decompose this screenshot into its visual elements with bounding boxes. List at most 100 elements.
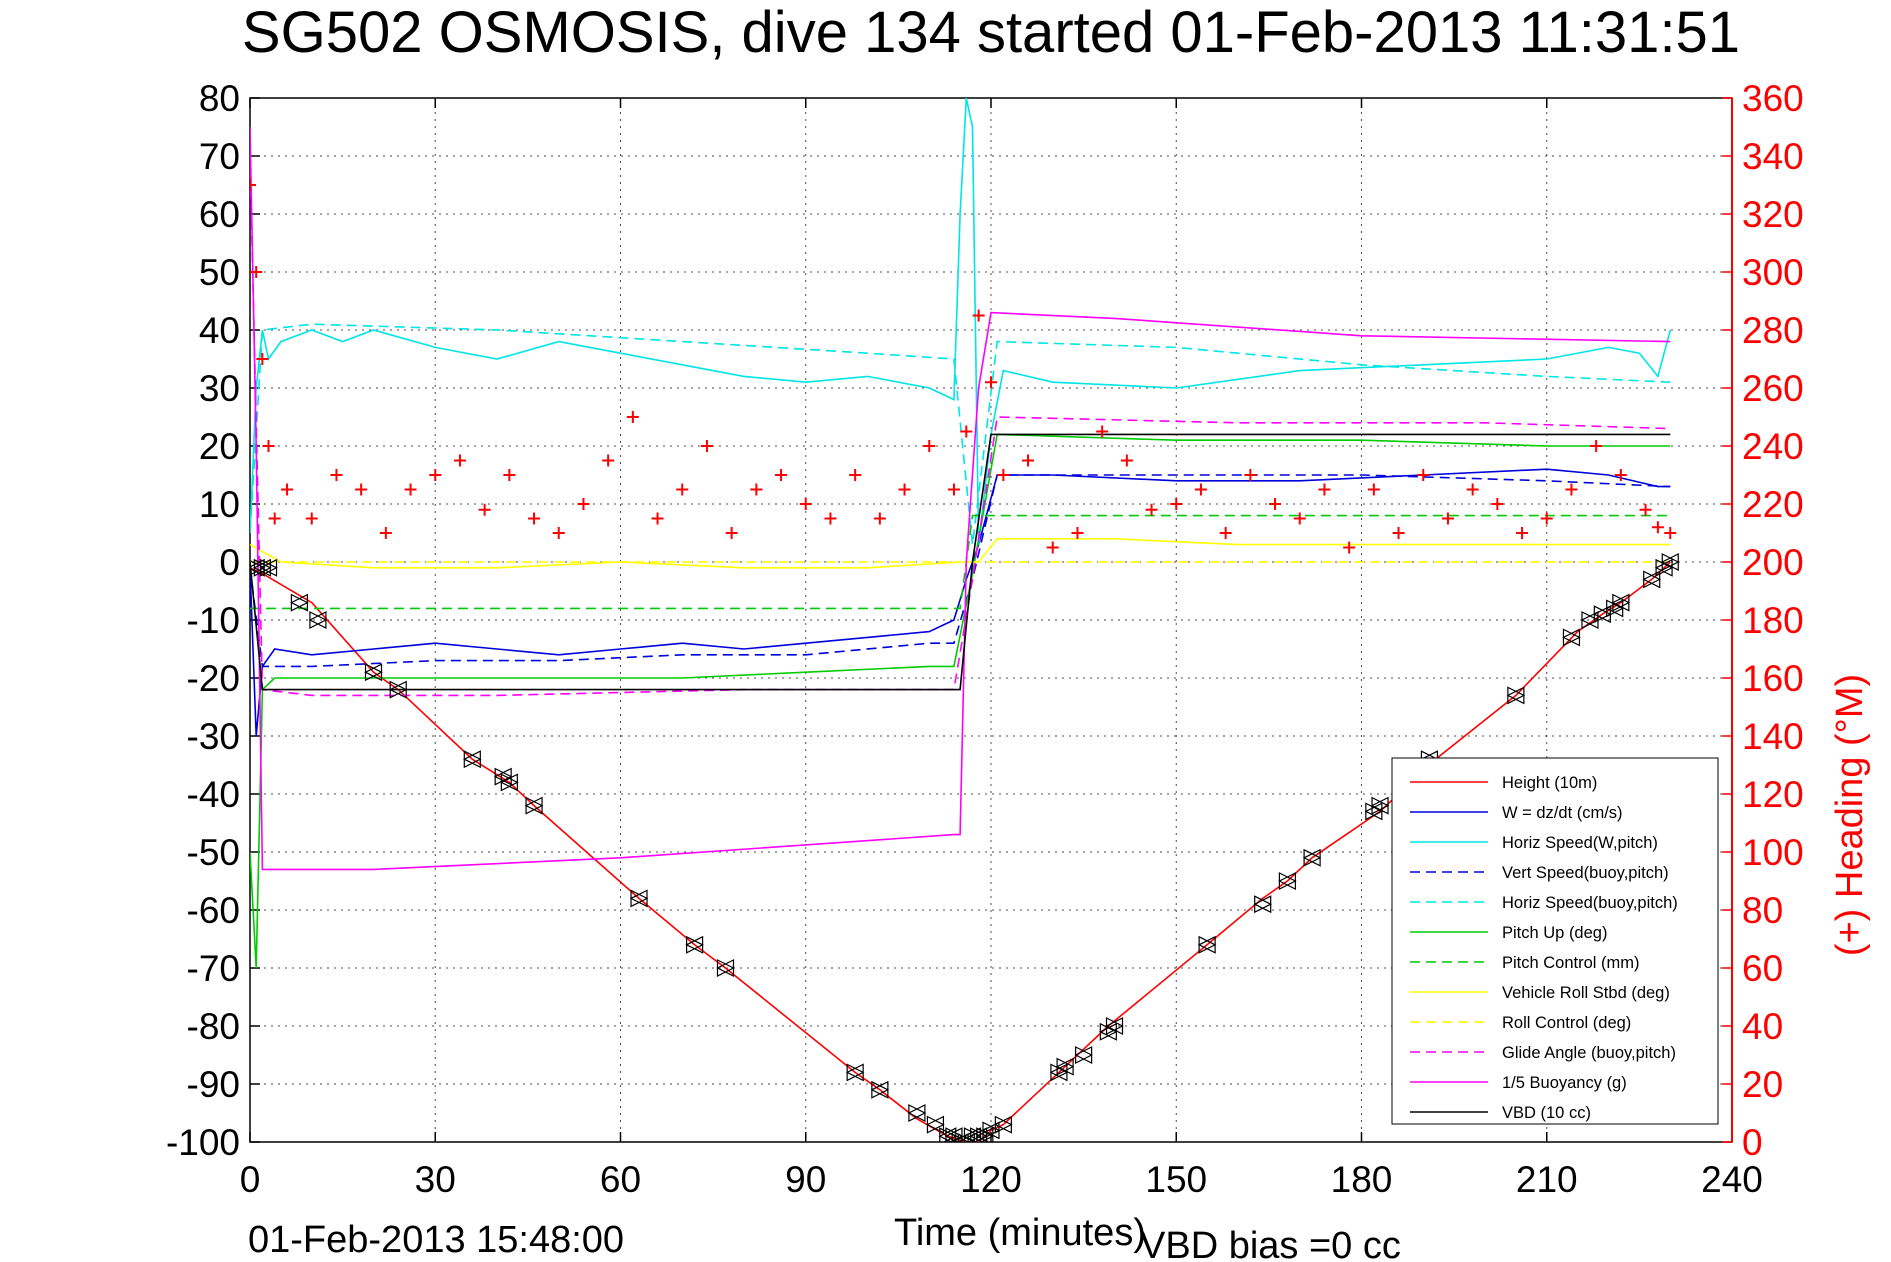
dive-marker-point: [1197, 935, 1217, 954]
heading-point: [1417, 469, 1430, 481]
legend-label: Pitch Control (mm): [1502, 954, 1640, 972]
dive-marker-point: [1074, 1046, 1093, 1064]
y2-tick-label: 40: [1742, 1006, 1783, 1047]
heading-point: [503, 469, 516, 481]
dive-marker-point: [524, 796, 544, 815]
series-w-dz-dt-cm-s: [250, 468, 1671, 737]
series-vehicle-roll-stbd-deg: [250, 537, 1671, 569]
heading-point: [305, 512, 318, 525]
y-tick-label: -80: [187, 1006, 240, 1047]
legend-item: VBD (10 cc): [1410, 1104, 1591, 1122]
y-tick-label: -30: [187, 716, 240, 757]
dive-marker-point: [1278, 872, 1297, 890]
heading-point: [1219, 527, 1232, 539]
dive-marker-point: [1364, 802, 1384, 821]
legend-box: [1391, 757, 1719, 1125]
heading-point: [268, 512, 281, 525]
dive-marker-point: [870, 1080, 890, 1099]
heading-point: [478, 503, 491, 516]
heading-point: [577, 498, 590, 510]
heading-point: [651, 512, 664, 525]
chart-title: SG502 OSMOSIS, dive 134 started 01-Feb-2…: [242, 0, 1740, 65]
legend-label: Vert Speed(buoy,pitch): [1502, 864, 1669, 882]
heading-point: [849, 469, 862, 481]
heading-point: [873, 512, 886, 525]
heading-point: [256, 353, 269, 365]
heading-point: [1194, 483, 1207, 496]
y-tick-label: 0: [219, 542, 240, 583]
series-line: [250, 474, 1671, 668]
heading-point: [1022, 454, 1035, 467]
legend-label: Roll Control (deg): [1502, 1014, 1631, 1032]
dive-marker-point: [1642, 570, 1662, 589]
y-tick-label: 20: [199, 426, 240, 467]
y2-tick-label: 0: [1742, 1122, 1763, 1163]
legend-item: Height (10m): [1410, 774, 1597, 792]
dive-marker-point: [994, 1115, 1013, 1134]
series-heading: [250, 179, 1677, 554]
y2-tick-label: 80: [1742, 890, 1783, 931]
legend-item: Horiz Speed(W,pitch): [1410, 834, 1658, 852]
dive-marker-point: [1562, 628, 1581, 647]
series-line: [250, 537, 1671, 569]
footer-vbd-bias: VBD bias =0 cc: [1140, 1225, 1401, 1262]
y-tick-label: -50: [187, 832, 240, 873]
x-tick-label: 210: [1516, 1159, 1578, 1200]
legend-item: Pitch Control (mm): [1410, 954, 1640, 972]
series-vbd-10-cc: [250, 433, 1671, 691]
legend-label: Horiz Speed(W,pitch): [1502, 834, 1658, 852]
heading-point: [250, 266, 263, 278]
footer-timestamp: 01-Feb-2013 15:48:00: [248, 1219, 624, 1261]
y2-axis-ticks: 3603403203002802602402202001801601401201…: [1722, 78, 1804, 1163]
y2-tick-label: 140: [1742, 716, 1804, 757]
heading-point: [799, 498, 812, 510]
series-line: [250, 323, 1671, 545]
x-tick-label: 30: [415, 1159, 456, 1200]
dive-marker-point: [963, 1127, 982, 1142]
heading-point: [1145, 503, 1158, 516]
y-tick-label: -40: [187, 774, 240, 815]
x-axis-label: Time (minutes): [894, 1212, 1146, 1254]
y-tick-label: 60: [199, 194, 240, 235]
dive-marker-point: [1253, 895, 1273, 914]
dive-marker-point: [493, 767, 513, 786]
y2-axis-label: (+) Heading (°M): [1829, 674, 1871, 956]
y2-tick-label: 200: [1742, 542, 1804, 583]
dive-marker-point: [1055, 1057, 1075, 1076]
heading-point: [1392, 527, 1405, 539]
y2-tick-label: 160: [1742, 658, 1804, 699]
series-1-5-buoyancy-g: [250, 126, 1671, 871]
dive-marker-point: [1098, 1022, 1118, 1041]
heading-point: [404, 483, 417, 496]
x-tick-label: 180: [1331, 1159, 1393, 1200]
y2-tick-label: 220: [1742, 484, 1804, 525]
heading-point: [330, 469, 343, 481]
series-pitch-control-mm: [250, 514, 1671, 610]
y2-tick-label: 260: [1742, 368, 1804, 409]
y-tick-label: -10: [187, 600, 240, 641]
dive-marker-point: [1605, 599, 1625, 618]
legend: Height (10m) W = dz/dt (cm/s) Horiz Speed(…: [1391, 757, 1719, 1125]
y2-tick-label: 180: [1742, 600, 1804, 641]
heading-point: [1367, 483, 1380, 496]
dive-marker-point: [388, 680, 408, 699]
dive-marker-point: [845, 1063, 865, 1082]
x-tick-label: 60: [600, 1159, 641, 1200]
series-line: [250, 561, 1671, 1142]
legend-item: Vert Speed(buoy,pitch): [1410, 864, 1669, 882]
y-tick-label: -100: [166, 1122, 240, 1163]
series-pitch-up-deg: [250, 433, 1671, 969]
dive-marker-point: [956, 1133, 976, 1142]
heading-point: [250, 179, 256, 191]
heading-point: [676, 483, 689, 496]
heading-point: [898, 483, 911, 496]
y-tick-label: 70: [199, 136, 240, 177]
y2-tick-label: 320: [1742, 194, 1804, 235]
dive-marker-point: [1611, 593, 1631, 612]
x-tick-label: 150: [1145, 1159, 1207, 1200]
legend-label: Vehicle Roll Stbd (deg): [1502, 984, 1670, 1002]
y-tick-label: 30: [199, 368, 240, 409]
heading-point: [947, 483, 960, 496]
y2-tick-label: 360: [1742, 78, 1804, 119]
heading-point: [1614, 469, 1627, 481]
